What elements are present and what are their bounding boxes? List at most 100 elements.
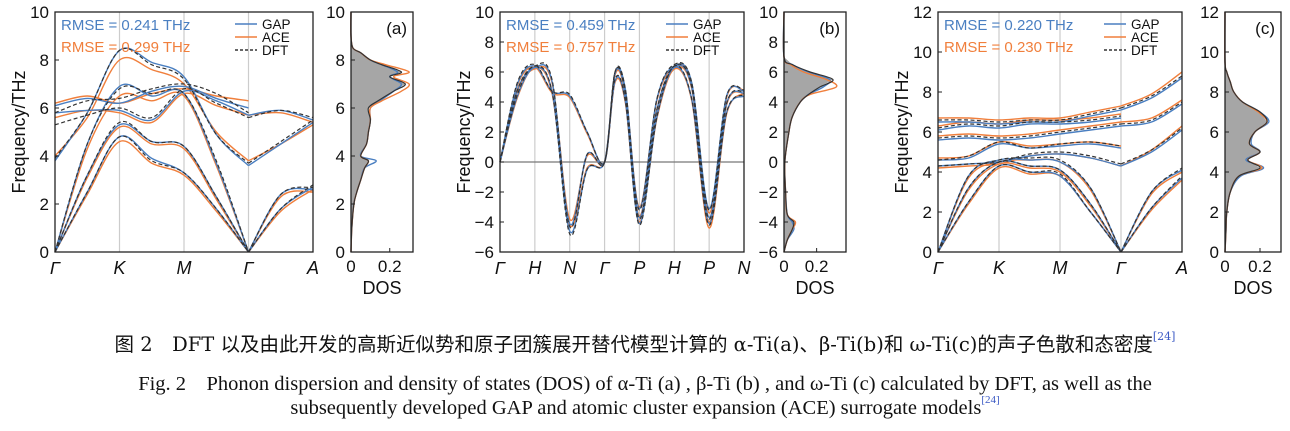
dos-y-tick-label: 12 <box>1200 3 1219 22</box>
y-tick-label: 6 <box>923 123 932 142</box>
dos-y-tick-label: 4 <box>1210 163 1219 182</box>
dos-fill-dft <box>784 12 833 252</box>
band-line-dft <box>54 83 249 114</box>
band-line-dft <box>1120 175 1183 253</box>
band-line-dft <box>1120 167 1183 253</box>
legend-label-ace: ACE <box>693 30 721 45</box>
band-line-ace <box>499 65 745 223</box>
band-line-gap <box>1120 77 1183 111</box>
band-line-ace <box>1120 71 1183 107</box>
chart-panel-0: 0 2 4 6 8 10 Frequency/THz Γ K M Γ A RMSE = 0.241 TH… <box>9 3 414 298</box>
caption-english-line2: subsequently developed GAP and atomic cl… <box>0 394 1290 420</box>
y-tick-label: −6 <box>475 243 494 262</box>
kpoint-label: P <box>703 258 715 278</box>
rmse-label-gap: RMSE = 0.459 THz <box>506 17 635 34</box>
kpoint-label: P <box>633 258 645 278</box>
band-line-gap <box>499 66 745 234</box>
dos-line-gap <box>782 11 831 253</box>
kpoint-label: A <box>1175 258 1188 278</box>
caption-english-ref[interactable]: [24] <box>981 394 1000 406</box>
legend-label-ace: ACE <box>1131 30 1159 45</box>
y-tick-label: −2 <box>475 183 494 202</box>
dos-y-tick-label: 8 <box>336 51 345 70</box>
band-line-dft <box>937 123 1122 139</box>
dos-line-dft <box>782 11 834 253</box>
panel-label: (a) <box>386 19 407 38</box>
y-tick-label: 2 <box>40 195 49 214</box>
band-line-ace <box>248 124 314 162</box>
y-tick-label: 0 <box>485 153 494 172</box>
caption-chinese: 图 2 DFT 以及由此开发的高斯近似势和原子团簇展开替代模型计算的 α-Ti(… <box>0 328 1290 357</box>
dos-x-tick-label: 0.2 <box>378 257 402 276</box>
caption-chinese-ref[interactable]: [24] <box>1152 330 1176 343</box>
chart-panel-1: −6 −4 −2 0 2 4 6 8 10 Frequency/THz Γ H N Γ P H P N RMSE =… <box>454 3 847 298</box>
kpoint-label: Γ <box>1116 258 1127 278</box>
kpoint-label: Γ <box>495 258 506 278</box>
dos-y-tick-label: 0 <box>769 153 778 172</box>
band-line-ace <box>1120 179 1183 253</box>
kpoint-label: H <box>528 258 542 278</box>
band-line-ace <box>247 189 314 253</box>
kpoint-label: Γ <box>933 258 944 278</box>
y-tick-label: 10 <box>475 3 494 22</box>
band-line-dft <box>937 141 1122 161</box>
dos-x-tick-label: 0.2 <box>1248 257 1272 276</box>
band-line-dft <box>937 107 1122 123</box>
kpoint-label: K <box>993 258 1006 278</box>
kpoint-label: Γ <box>243 258 254 278</box>
dos-x-tick-label: 0 <box>779 257 788 276</box>
dos-y-tick-label: −4 <box>759 213 778 232</box>
dos-x-axis-label: DOS <box>795 278 834 298</box>
dos-fill-dft <box>351 12 406 252</box>
band-line-ace <box>937 162 1122 253</box>
band-line-gap <box>1120 103 1183 127</box>
dos-y-tick-label: 4 <box>769 93 778 112</box>
kpoint-label: M <box>177 258 192 278</box>
band-line-ace <box>54 140 250 253</box>
band-line-gap <box>54 123 250 253</box>
dos-y-tick-label: 6 <box>769 63 778 82</box>
rmse-label-ace: RMSE = 0.299 THz <box>61 39 190 56</box>
plot-frame <box>54 11 314 253</box>
kpoint-label: K <box>113 258 126 278</box>
y-tick-label: 8 <box>485 33 494 52</box>
band-line-gap <box>54 85 249 109</box>
band-line-ace <box>937 105 1122 121</box>
dos-x-axis-label: DOS <box>1233 278 1272 298</box>
kpoint-label: Γ <box>599 258 610 278</box>
caption-chinese-text: 图 2 DFT 以及由此开发的高斯近似势和原子团簇展开替代模型计算的 α-Ti(… <box>114 333 1153 356</box>
band-line-ace <box>247 190 314 253</box>
band-line-gap <box>937 117 1122 131</box>
caption-english-line2-text: subsequently developed GAP and atomic cl… <box>290 397 982 419</box>
band-line-gap <box>937 153 1122 167</box>
panel-label: (b) <box>819 19 840 38</box>
dos-y-tick-label: 0 <box>1210 243 1219 262</box>
legend-label-dft: DFT <box>693 43 719 58</box>
band-line-ace <box>248 111 314 124</box>
band-line-gap <box>937 125 1122 141</box>
band-line-gap <box>248 121 314 167</box>
y-axis-label: Frequency/THz <box>454 70 474 193</box>
band-line-dft <box>1120 127 1183 165</box>
band-line-dft <box>54 135 249 253</box>
y-tick-label: −4 <box>475 213 494 232</box>
kpoint-label: H <box>668 258 682 278</box>
dos-y-tick-label: 2 <box>769 123 778 142</box>
band-line-dft <box>499 64 745 237</box>
y-axis-label: Frequency/THz <box>892 70 912 193</box>
band-line-ace <box>54 91 250 253</box>
band-line-dft <box>937 164 1122 253</box>
band-line-dft <box>248 119 314 164</box>
kpoint-label: M <box>1053 258 1068 278</box>
band-line-dft <box>248 184 314 253</box>
band-line-gap <box>937 160 1122 253</box>
dos-x-axis-label: DOS <box>362 278 401 298</box>
y-tick-label: 0 <box>40 243 49 262</box>
dos-y-tick-label: 2 <box>336 195 345 214</box>
legend-label-dft: DFT <box>1131 43 1157 58</box>
dos-x-tick-label: 0.2 <box>805 257 829 276</box>
band-line-gap <box>54 89 249 122</box>
dos-x-tick-label: 0 <box>1220 257 1229 276</box>
kpoint-label: N <box>563 258 577 278</box>
